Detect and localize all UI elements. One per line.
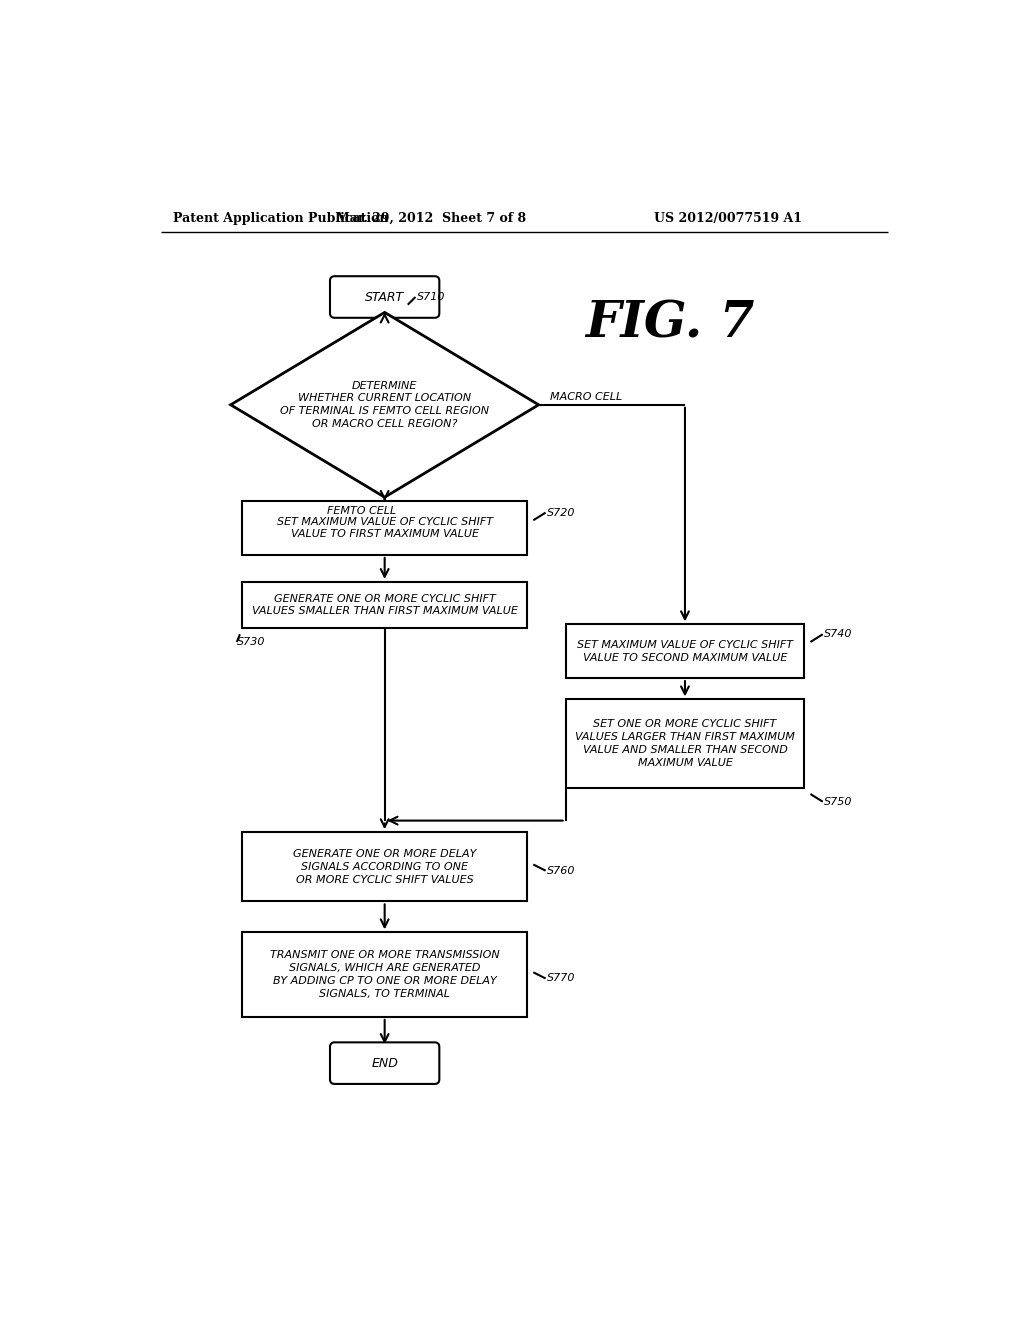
FancyBboxPatch shape bbox=[330, 276, 439, 318]
Text: S770: S770 bbox=[547, 973, 575, 983]
Text: TRANSMIT ONE OR MORE TRANSMISSION
SIGNALS, WHICH ARE GENERATED
BY ADDING CP TO O: TRANSMIT ONE OR MORE TRANSMISSION SIGNAL… bbox=[269, 950, 500, 999]
Text: S760: S760 bbox=[547, 866, 575, 875]
Text: MACRO CELL: MACRO CELL bbox=[550, 392, 623, 403]
Text: S710: S710 bbox=[417, 292, 445, 302]
Text: S750: S750 bbox=[824, 797, 853, 807]
Bar bbox=[565, 624, 804, 678]
Bar bbox=[565, 700, 804, 788]
Bar bbox=[243, 932, 527, 1016]
Text: DETERMINE
WHETHER CURRENT LOCATION
OF TERMINAL IS FEMTO CELL REGION
OR MACRO CEL: DETERMINE WHETHER CURRENT LOCATION OF TE… bbox=[281, 380, 489, 429]
Text: SET MAXIMUM VALUE OF CYCLIC SHIFT
VALUE TO FIRST MAXIMUM VALUE: SET MAXIMUM VALUE OF CYCLIC SHIFT VALUE … bbox=[276, 516, 493, 540]
Text: Patent Application Publication: Patent Application Publication bbox=[173, 213, 388, 224]
Text: S740: S740 bbox=[824, 630, 853, 639]
Text: END: END bbox=[372, 1056, 398, 1069]
Text: FIG. 7: FIG. 7 bbox=[585, 300, 755, 348]
Polygon shape bbox=[230, 313, 539, 498]
Text: US 2012/0077519 A1: US 2012/0077519 A1 bbox=[654, 213, 802, 224]
Text: START: START bbox=[366, 290, 404, 304]
Text: GENERATE ONE OR MORE CYCLIC SHIFT
VALUES SMALLER THAN FIRST MAXIMUM VALUE: GENERATE ONE OR MORE CYCLIC SHIFT VALUES… bbox=[252, 594, 517, 616]
Text: S730: S730 bbox=[237, 638, 265, 647]
Bar bbox=[243, 832, 527, 902]
Text: SET ONE OR MORE CYCLIC SHIFT
VALUES LARGER THAN FIRST MAXIMUM
VALUE AND SMALLER : SET ONE OR MORE CYCLIC SHIFT VALUES LARG… bbox=[575, 719, 795, 768]
Text: Mar. 29, 2012  Sheet 7 of 8: Mar. 29, 2012 Sheet 7 of 8 bbox=[336, 213, 526, 224]
FancyBboxPatch shape bbox=[330, 1043, 439, 1084]
Text: GENERATE ONE OR MORE DELAY
SIGNALS ACCORDING TO ONE
OR MORE CYCLIC SHIFT VALUES: GENERATE ONE OR MORE DELAY SIGNALS ACCOR… bbox=[293, 849, 476, 884]
Bar bbox=[243, 502, 527, 554]
Bar bbox=[243, 582, 527, 628]
Text: S720: S720 bbox=[547, 508, 575, 517]
Text: SET MAXIMUM VALUE OF CYCLIC SHIFT
VALUE TO SECOND MAXIMUM VALUE: SET MAXIMUM VALUE OF CYCLIC SHIFT VALUE … bbox=[577, 640, 793, 663]
Text: FEMTO CELL: FEMTO CELL bbox=[327, 506, 396, 516]
